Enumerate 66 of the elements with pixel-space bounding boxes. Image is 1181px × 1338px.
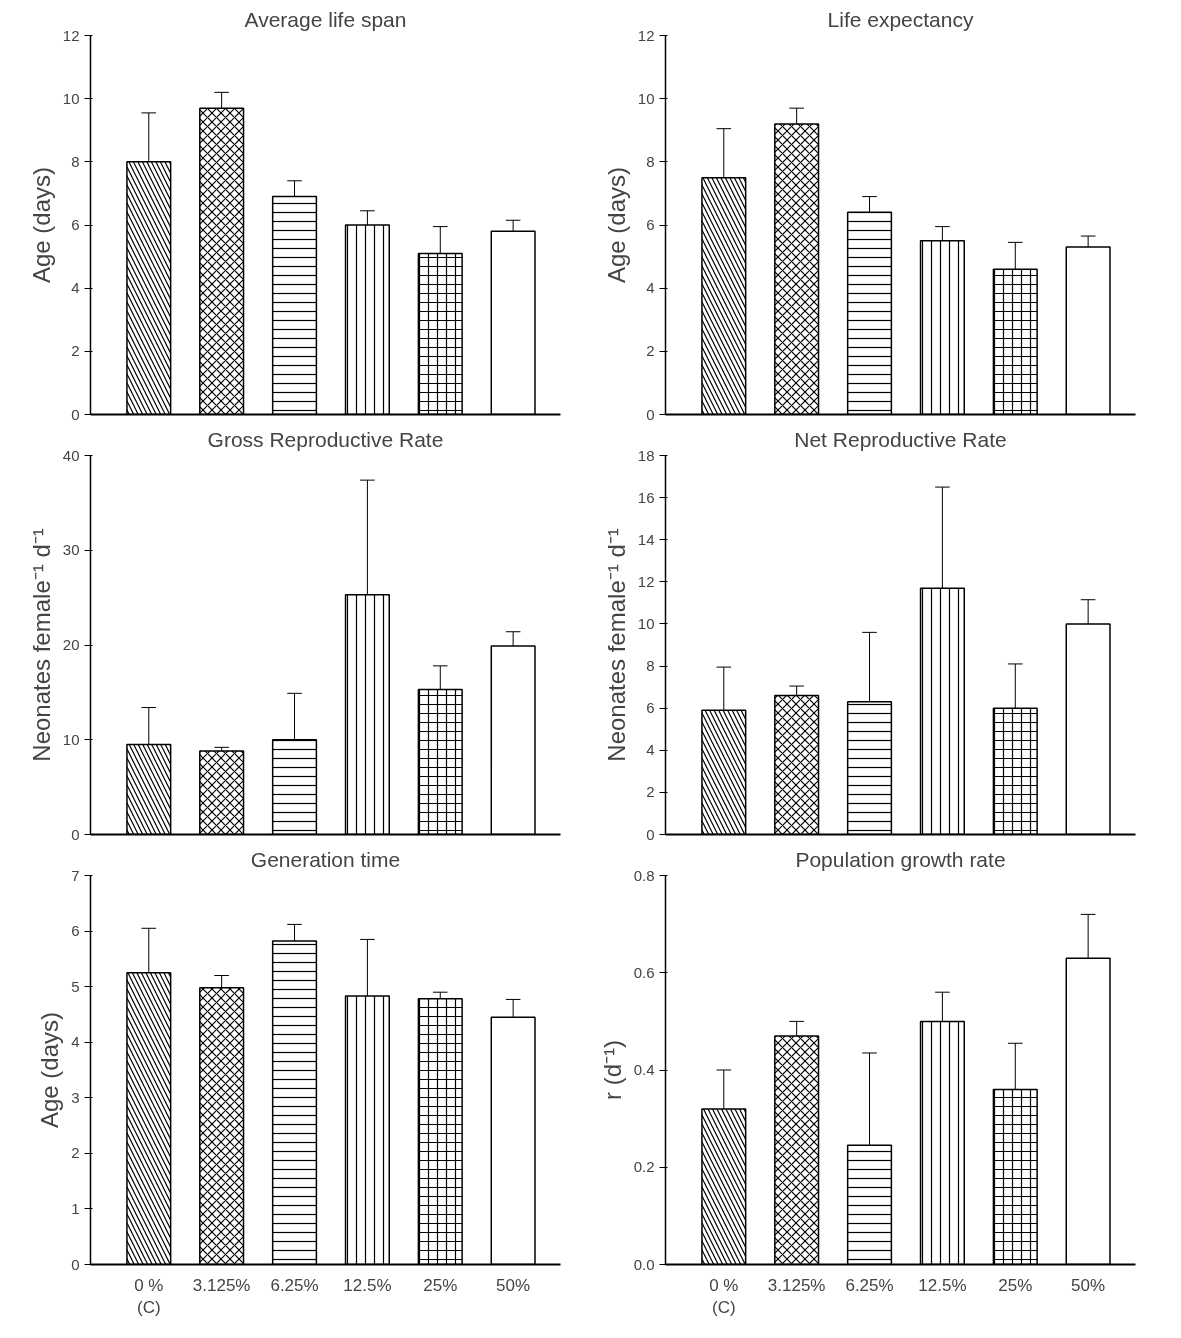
y-tick-label: 0.4 [633,1061,655,1078]
y-tick-label: 0 [646,825,655,843]
y-tick-label: 12 [637,26,655,44]
y-tick-label: 10 [637,614,655,632]
y-tick-label: 6 [646,216,655,233]
x-tick-label: 6.25% [845,1275,894,1295]
x-tick-label: 0 % (C) [134,1275,164,1318]
y-tick-label: 10 [637,89,655,107]
y-axis-title: r (d⁻¹) [598,1040,626,1100]
y-tick-label: 4 [71,1033,80,1051]
y-tick-label: 6 [71,922,80,940]
x-tick-label: 12.5% [918,1275,967,1295]
y-tick-label: 0 [71,1255,80,1273]
y-tick-label: 30 [62,541,80,559]
y-tick-label: 2 [71,342,80,360]
chart-title: Life expectancy [827,7,974,31]
chart-title: Gross Reproductive Rate [207,427,444,451]
x-tick-label: 6.25% [270,1275,319,1295]
y-tick-label: 5 [71,977,80,995]
y-axis-title: Age (days) [602,166,630,284]
y-tick-label: 12 [637,572,655,590]
y-tick-label: 2 [646,783,655,801]
y-tick-label: 4 [71,279,80,297]
x-tick-label: 50% [1071,1275,1106,1295]
y-tick-label: 3 [71,1088,80,1106]
y-tick-label: 16 [637,488,655,506]
y-tick-label: 2 [646,342,655,360]
y-tick-label: 14 [637,530,655,548]
x-tick-label: 3.125% [767,1275,826,1295]
y-tick-label: 8 [646,152,655,170]
y-tick-label: 0.6 [633,963,655,981]
y-tick-label: 4 [646,279,655,297]
y-tick-label: 8 [71,152,80,170]
x-tick-label: 50% [496,1275,531,1295]
y-tick-label: 20 [62,636,80,653]
y-tick-label: 0.8 [633,866,655,884]
y-tick-label: 0.0 [633,1255,655,1273]
y-tick-label: 6 [646,699,655,717]
y-tick-label: 7 [71,866,80,884]
y-tick-label: 8 [646,657,655,675]
y-tick-label: 18 [637,446,655,464]
y-tick-label: 0 [71,825,80,843]
y-tick-label: 4 [646,741,655,759]
x-tick-label: 25% [998,1275,1033,1295]
chart-title: Average life span [244,7,407,31]
y-tick-label: 1 [71,1199,80,1217]
x-tick-label: 0 % (C) [709,1275,739,1318]
chart-title: Generation time [250,847,401,871]
y-tick-label: 6 [71,216,80,233]
y-tick-label: 0.2 [633,1158,655,1176]
chart-title: Population growth rate [795,847,1006,871]
y-tick-label: 10 [62,89,80,107]
y-axis-title: Neonates female⁻¹ d⁻¹ [602,528,630,762]
x-tick-label: 3.125% [192,1275,251,1295]
y-axis-title: Neonates female⁻¹ d⁻¹ [27,528,55,762]
y-tick-label: 12 [62,26,80,44]
x-tick-label: 12.5% [343,1275,392,1295]
chart-title: Net Reproductive Rate [794,427,1007,451]
y-axis-title: Age (days) [27,166,55,284]
y-axis-title: Age (days) [36,1011,64,1129]
y-tick-label: 0 [71,405,80,423]
y-tick-label: 40 [62,446,80,464]
x-tick-label: 25% [423,1275,458,1295]
y-tick-label: 10 [62,730,80,748]
y-tick-label: 2 [71,1144,80,1162]
y-tick-label: 0 [646,405,655,423]
